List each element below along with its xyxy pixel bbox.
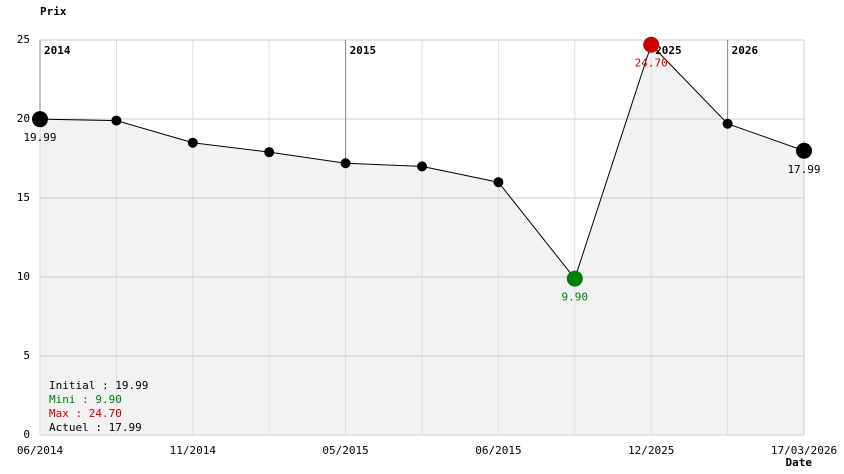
- y-axis-title: Prix: [40, 5, 67, 18]
- data-point: [32, 111, 48, 128]
- x-tick-label: 17/03/2026: [771, 444, 837, 457]
- data-point: [187, 137, 198, 148]
- data-label: 19.99: [23, 131, 56, 144]
- year-label: 2015: [350, 44, 377, 57]
- y-tick-label: 0: [23, 428, 30, 441]
- legend-entry: Mini : 9.90: [49, 393, 122, 406]
- data-point: [493, 177, 504, 188]
- data-label: 17.99: [787, 163, 820, 176]
- data-label: 9.90: [562, 291, 589, 304]
- data-point: [264, 147, 275, 158]
- data-point: [566, 270, 583, 287]
- y-tick-label: 15: [17, 191, 30, 204]
- y-tick-label: 25: [17, 33, 30, 46]
- data-point: [417, 161, 427, 172]
- data-point: [340, 158, 351, 169]
- legend-entry: Max : 24.70: [49, 407, 122, 420]
- data-label: 24.70: [635, 57, 668, 70]
- x-tick-label: 12/2025: [628, 444, 674, 457]
- y-tick-label: 20: [17, 112, 30, 125]
- year-label: 2014: [44, 44, 71, 57]
- y-tick-label: 10: [17, 270, 30, 283]
- legend-entry: Actuel : 17.99: [49, 421, 142, 434]
- data-point: [111, 115, 122, 126]
- year-label: 2026: [732, 44, 759, 57]
- year-label: 2025: [655, 44, 682, 57]
- data-point: [796, 142, 812, 159]
- x-axis-title: Date: [786, 456, 813, 469]
- x-tick-label: 05/2015: [322, 444, 368, 457]
- x-tick-label: 06/2015: [475, 444, 521, 457]
- y-tick-label: 5: [23, 349, 30, 362]
- x-tick-label: 06/2014: [17, 444, 64, 457]
- data-point: [722, 118, 733, 129]
- x-tick-label: 11/2014: [170, 444, 217, 457]
- data-point: [643, 36, 660, 53]
- legend-entry: Initial : 19.99: [49, 379, 148, 392]
